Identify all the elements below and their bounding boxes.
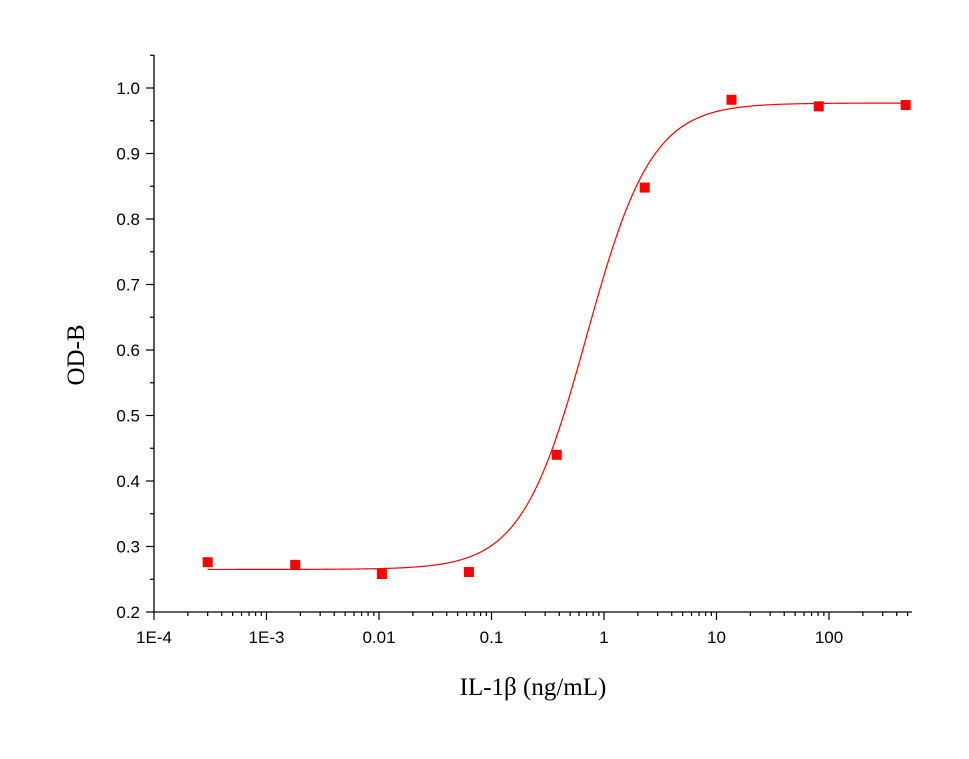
data-point [639, 182, 650, 193]
x-tick-label: 1E-3 [249, 628, 285, 647]
y-tick-label: 0.4 [116, 472, 140, 491]
data-point [202, 557, 213, 568]
data-point [376, 569, 387, 580]
x-axis-title: IL-1β (ng/mL) [460, 674, 607, 701]
data-point [813, 101, 824, 112]
x-tick-label: 1E-4 [136, 628, 172, 647]
x-tick-label: 0.01 [362, 628, 395, 647]
y-tick-label: 1.0 [116, 79, 140, 98]
y-ticks: 0.2 0.3 0.4 0.5 0.6 0.7 0.8 0.9 1.0 [116, 54, 154, 622]
data-point [900, 100, 911, 111]
data-point [290, 559, 301, 570]
y-tick-label: 0.5 [116, 407, 140, 426]
y-tick-label: 0.2 [116, 603, 140, 622]
x-tick-label: 0.1 [480, 628, 504, 647]
x-tick-label: 100 [815, 628, 843, 647]
x-ticks: 1E-4 1E-3 0.01 0.1 1 10 100 [136, 612, 909, 647]
y-tick-label: 0.8 [116, 210, 140, 229]
y-tick-label: 0.7 [116, 276, 140, 295]
data-point [463, 567, 474, 578]
plot-area [202, 94, 911, 580]
y-axis-title: OD-B [63, 324, 90, 385]
data-point [551, 449, 562, 460]
y-tick-label: 0.6 [116, 341, 140, 360]
axes [153, 55, 912, 613]
data-point [726, 94, 737, 105]
y-tick-label: 0.3 [116, 538, 140, 557]
fit-curve [207, 102, 906, 571]
y-tick-label: 0.9 [116, 145, 140, 164]
x-tick-label: 10 [707, 628, 726, 647]
x-tick-label: 1 [599, 628, 608, 647]
